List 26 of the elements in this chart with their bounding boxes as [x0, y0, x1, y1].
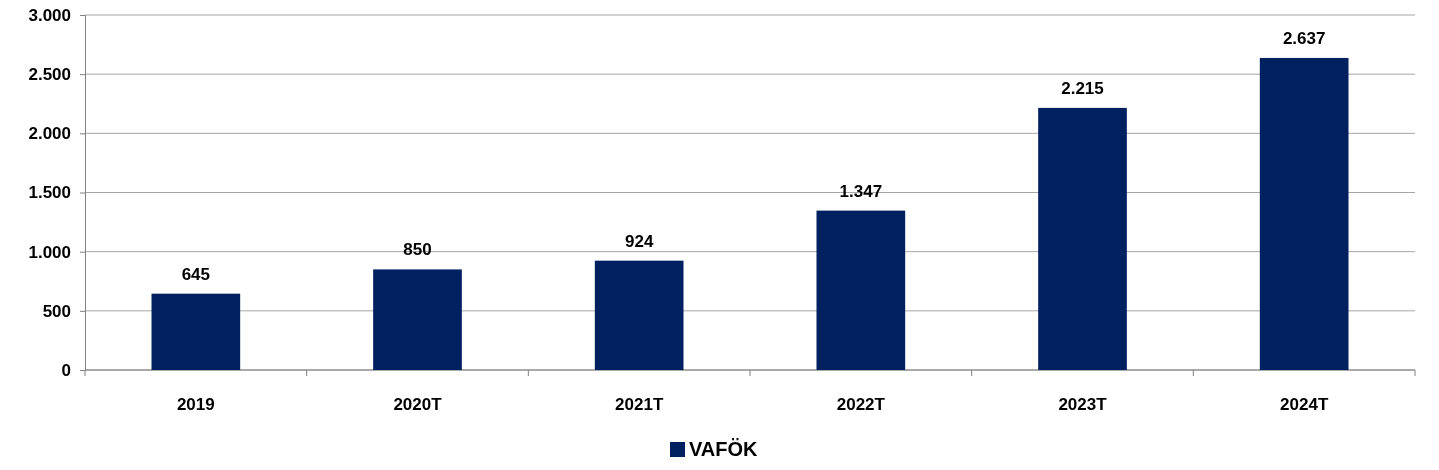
bar: [373, 269, 462, 370]
y-tick-label: 3.000: [28, 5, 71, 25]
x-tick-label: 2021T: [615, 395, 664, 414]
legend-label: VAFÖK: [689, 438, 759, 460]
x-tick-label: 2022T: [836, 395, 886, 414]
bar: [151, 293, 241, 370]
bar: [1038, 107, 1127, 370]
x-tick-label: 2024T: [1280, 395, 1329, 414]
data-label: 2.215: [1061, 78, 1104, 98]
data-label: 2.637: [1282, 28, 1326, 48]
y-tick-label: 2.500: [28, 65, 71, 85]
y-tick-label: 1.500: [28, 183, 71, 203]
bar: [816, 210, 906, 370]
data-label: 924: [624, 231, 654, 251]
data-label: 1.347: [839, 181, 883, 201]
data-label: 850: [403, 240, 432, 260]
x-tick-label: 2020T: [393, 395, 443, 414]
y-tick-label: 0: [61, 360, 71, 380]
y-tick-label: 1.000: [28, 242, 71, 262]
x-tick-label: 2019: [176, 395, 215, 414]
x-tick-label: 2023T: [1058, 395, 1108, 414]
bar: [1259, 57, 1349, 370]
bar: [594, 260, 684, 370]
data-label: 645: [181, 264, 211, 284]
y-tick-label: 2.000: [28, 124, 71, 144]
y-tick-label: 500: [42, 301, 71, 321]
